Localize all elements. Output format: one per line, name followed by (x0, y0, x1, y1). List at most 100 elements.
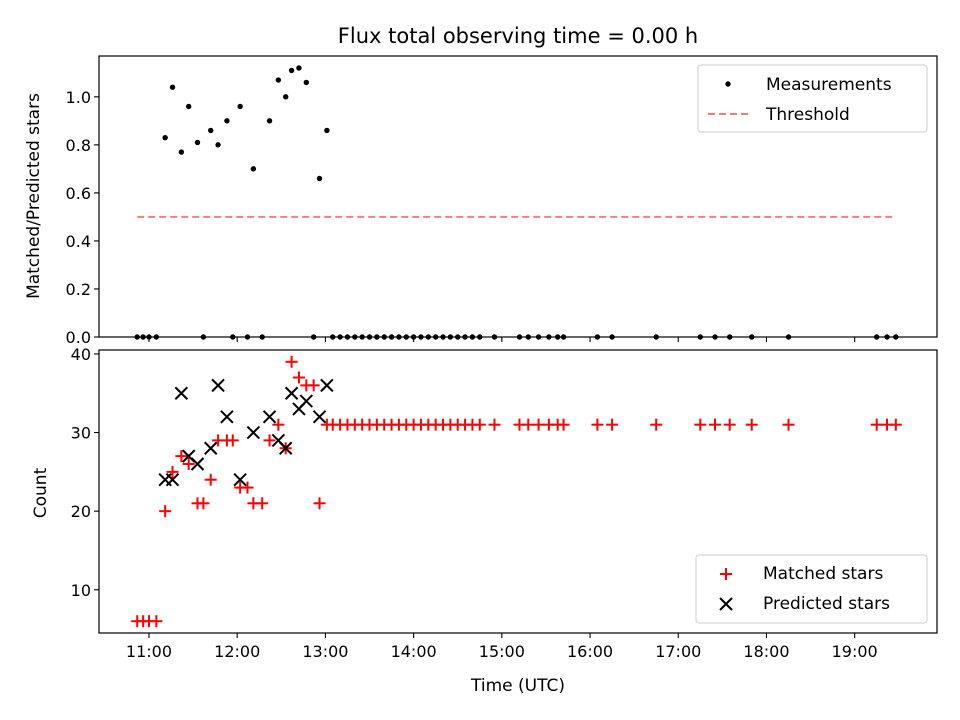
measurement-point (296, 65, 302, 71)
top-ytick-label: 0.2 (66, 280, 91, 299)
legend-predicted-marker (719, 597, 733, 611)
bottom-xlabel: Time (UTC) (470, 676, 565, 696)
matched-star-point (292, 371, 305, 384)
bottom-legend: Matched stars Predicted stars (695, 554, 928, 624)
legend-matched-marker (720, 568, 732, 580)
matched-star-point (166, 465, 179, 478)
matched-star-point (272, 418, 285, 431)
legend-matched-label: Matched stars (763, 564, 883, 584)
matched-star-point (606, 418, 619, 431)
matched-star-point (723, 418, 736, 431)
matched-star-point (159, 505, 172, 518)
measurement-point (194, 139, 201, 146)
predicted-star-point (220, 410, 234, 424)
bottom-xtick-label: 19:00 (832, 642, 878, 661)
measurement-point (208, 127, 214, 134)
predicted-star-point (279, 441, 293, 455)
measurement-point (288, 67, 295, 74)
measurement-point (303, 79, 309, 86)
measurement-point (266, 118, 273, 124)
measurement-point (324, 127, 330, 134)
predicted-star-point (284, 386, 299, 400)
measurement-point (237, 103, 243, 110)
matched-star-point (313, 497, 326, 510)
bottom-xtick-label: 18:00 (743, 642, 789, 661)
measurement-point (169, 84, 176, 90)
legend-threshold-label: Threshold (765, 105, 850, 125)
bottom-ytick-label: 20 (71, 502, 91, 521)
bottom-ylabel: Count (31, 467, 51, 518)
matched-star-point (263, 434, 276, 447)
top-ytick-label: 0.0 (66, 328, 91, 347)
predicted-star-point (233, 473, 247, 487)
top-ylabel: Matched/Predicted stars (24, 93, 44, 299)
matched-star-point (226, 434, 239, 447)
matched-star-point (150, 615, 163, 628)
predicted-star-point (246, 425, 261, 440)
measurement-point (283, 94, 289, 100)
matched-star-point (175, 450, 188, 463)
predicted-star-point (312, 410, 327, 424)
matched-star-point (182, 457, 195, 470)
bottom-xtick-label: 14:00 (391, 642, 437, 661)
matched-star-point (557, 418, 570, 431)
matched-star-point (591, 418, 604, 431)
matched-star-point (285, 355, 298, 368)
predicted-star-point (204, 441, 218, 455)
measurement-point (215, 142, 221, 148)
matched-star-point (522, 418, 535, 431)
bottom-xtick-label: 11:00 (126, 642, 172, 661)
predicted-star-point (174, 386, 189, 400)
top-ytick-label: 0.8 (66, 136, 91, 155)
matched-star-point (694, 418, 707, 431)
top-legend-box (697, 64, 928, 133)
bottom-panel: Count Time (UTC) 10 20 30 40 11:00 12:00 13:00… (31, 345, 938, 696)
predicted-star-point (262, 410, 277, 424)
legend-measurements-label: Measurements (766, 75, 892, 95)
matched-star-point (488, 418, 501, 431)
bottom-axes-frame (98, 349, 938, 634)
predicted-star-point (165, 473, 180, 487)
measurement-point (316, 175, 323, 182)
top-panel: Flux total observing time = 0.00 h Match… (24, 24, 938, 347)
top-ytick-label: 1.0 (66, 88, 91, 107)
matched-star-point (532, 418, 545, 431)
matched-star-point (197, 497, 210, 510)
predicted-star-point (190, 457, 205, 471)
legend-predicted-label: Predicted stars (763, 594, 890, 614)
matched-star-point (473, 418, 486, 431)
predicted-star-point (211, 378, 225, 393)
measurement-point (250, 166, 257, 172)
bottom-xtick-label: 12:00 (214, 642, 260, 661)
bottom-ytick-label: 40 (71, 345, 91, 364)
matched-star-point (870, 418, 883, 431)
top-ytick-label: 0.4 (66, 232, 91, 251)
bottom-xtick-label: 15:00 (479, 642, 525, 661)
bottom-plot-area: 10 20 30 40 11:00 12:00 13:00 14:00 15:00 16:00 17… (71, 345, 902, 661)
matched-star-point (241, 481, 254, 494)
bottom-xtick-label: 16:00 (567, 642, 613, 661)
predicted-star-point (299, 394, 314, 408)
measurement-point (185, 103, 192, 110)
measurement-point (224, 118, 230, 124)
measurement-point (178, 149, 185, 155)
matched-star-point (204, 473, 217, 486)
matched-star-point (709, 418, 722, 431)
bottom-xtick-label: 17:00 (655, 642, 701, 661)
bottom-ytick-label: 30 (71, 424, 91, 443)
measurement-point (275, 77, 282, 83)
bottom-xtick-label: 13:00 (302, 642, 348, 661)
matched-star-point (745, 418, 758, 431)
top-legend: Measurements Threshold (697, 64, 928, 133)
matched-star-point (782, 418, 795, 431)
matched-star-point (256, 497, 269, 510)
measurement-point (162, 134, 168, 141)
top-title: Flux total observing time = 0.00 h (338, 24, 698, 48)
matched-star-point (650, 418, 663, 431)
top-ytick-label: 0.6 (66, 184, 91, 203)
matched-star-point (307, 379, 320, 392)
bottom-ytick-label: 10 (71, 581, 91, 600)
legend-measurements-marker (725, 81, 731, 87)
predicted-star-point (320, 378, 334, 393)
